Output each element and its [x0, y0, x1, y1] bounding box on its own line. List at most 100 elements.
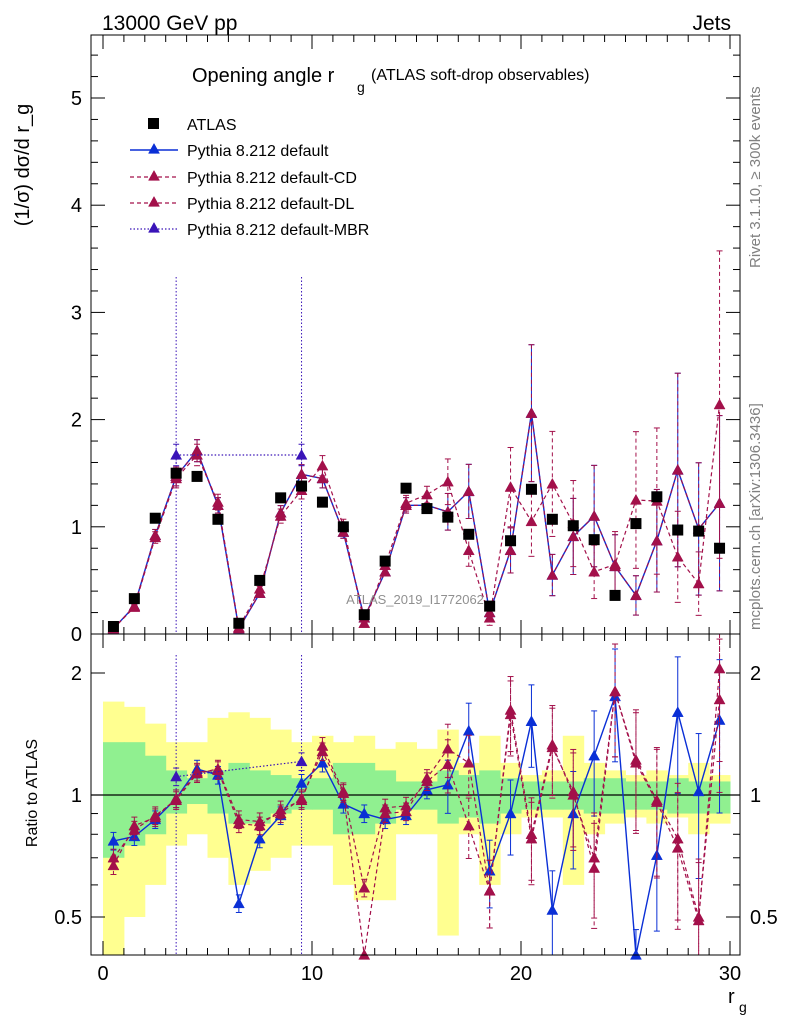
- ratio-y-tick-label-right: 0.5: [750, 907, 778, 929]
- ratio-point-0: [253, 832, 266, 844]
- atlas-data-point: [337, 521, 349, 533]
- main-line-2: [113, 413, 721, 631]
- main-point-3: [546, 477, 559, 489]
- ratio-point-2: [358, 948, 371, 960]
- main-point-2: [295, 468, 308, 479]
- main-y-tick-label: 1: [71, 517, 82, 539]
- ratio-point-0: [546, 904, 559, 915]
- main-point-3: [692, 577, 705, 589]
- main-point-3: [212, 496, 224, 507]
- ratio-band-inner: [353, 762, 376, 835]
- legend-label: Pythia 8.212 default-CD: [187, 170, 357, 187]
- atlas-data-point: [672, 524, 684, 536]
- atlas-data-point: [484, 600, 496, 612]
- ratio-y-tick-label: 0.5: [54, 907, 82, 929]
- atlas-data-point: [525, 483, 537, 495]
- atlas-data-point: [400, 482, 412, 494]
- ratio-y-axis-label: Ratio to ATLAS: [24, 739, 41, 847]
- legend: ATLAS Pythia 8.212 default Pythia 8.212 de…: [130, 117, 369, 239]
- analysis-id-label: ATLAS_2019_I1772062: [346, 592, 484, 607]
- legend-marker: [148, 195, 160, 207]
- ratio-band-inner: [312, 778, 334, 810]
- ratio-band-inner: [270, 775, 292, 814]
- ratio-point-2: [191, 767, 203, 779]
- ratio-plot-panel: 0.5 0.51 12 20 10 20 30: [54, 633, 778, 985]
- ratio-point-2: [462, 756, 475, 768]
- ratio-point-0: [671, 706, 684, 717]
- atlas-data-point: [296, 480, 308, 492]
- ratio-point-0: [358, 807, 371, 819]
- ratio-point-2: [295, 792, 308, 804]
- atlas-data-point: [651, 491, 663, 503]
- ratio-band-inner: [103, 742, 125, 858]
- x-tick-label: 0: [97, 963, 108, 985]
- plot-title-main: Opening angle r: [192, 65, 335, 87]
- ratio-y-tick-label: 2: [71, 663, 82, 685]
- atlas-data-point: [442, 511, 454, 523]
- ratio-point-2: [567, 788, 580, 800]
- ratio-point-2: [630, 753, 642, 765]
- ratio-point-0: [295, 777, 308, 788]
- main-line-3: [113, 404, 721, 630]
- main-point-2: [316, 472, 329, 484]
- ratio-point-2: [379, 807, 392, 819]
- ratio-point-2: [421, 772, 433, 783]
- main-point-3: [316, 459, 329, 471]
- legend-label: Pythia 8.212 default-MBR: [187, 222, 369, 239]
- x-axis-label-subscript: g: [739, 999, 747, 1015]
- ratio-point-2: [671, 832, 684, 844]
- x-tick-label: 30: [719, 963, 741, 985]
- main-y-axis-label: (1/σ) dσ/d r_g: [12, 104, 34, 227]
- main-point-4: [295, 448, 308, 460]
- main-point-2: [546, 569, 559, 580]
- ratio-point-0: [692, 785, 705, 797]
- main-plot-ticks: 0 1 2 3 4 5: [71, 35, 740, 646]
- atlas-data-point: [588, 534, 600, 546]
- ratio-point-0: [232, 897, 245, 909]
- ratio-point-2: [128, 823, 141, 835]
- main-point-3: [421, 488, 433, 500]
- main-point-2: [630, 589, 642, 601]
- ratio-point-2: [232, 813, 245, 825]
- legend-label: ATLAS: [187, 117, 237, 134]
- ratio-line-3: [176, 760, 302, 778]
- x-tick-label: 20: [510, 963, 532, 985]
- main-point-3: [274, 510, 287, 521]
- main-point-3: [609, 558, 621, 569]
- ratio-point-2: [441, 742, 454, 754]
- atlas-data-point: [316, 496, 328, 508]
- ratio-point-2: [692, 910, 705, 922]
- ratio-point-0: [462, 724, 475, 736]
- ratio-point-2: [253, 815, 266, 827]
- ratio-point-2: [212, 762, 224, 774]
- atlas-data-point: [421, 503, 433, 515]
- main-point-2: [462, 485, 475, 497]
- main-point-3: [525, 515, 538, 527]
- main-point-2: [504, 544, 517, 556]
- ratio-plot-ticks: 0.5 0.51 12 20 10 20 30: [54, 634, 778, 985]
- legend-label: Pythia 8.212 default: [187, 143, 329, 160]
- ratio-point-0: [316, 756, 329, 768]
- main-point-3: [149, 531, 162, 543]
- main-point-3: [128, 601, 141, 612]
- ratio-y-tick-label-right: 1: [750, 785, 761, 807]
- atlas-data-point: [693, 525, 705, 537]
- main-point-3: [462, 544, 475, 556]
- atlas-data-point: [546, 513, 558, 525]
- atlas-data-point: [505, 535, 517, 547]
- main-y-tick-label: 2: [71, 410, 82, 432]
- ratio-band-inner: [374, 770, 397, 824]
- main-point-3: [358, 617, 371, 628]
- main-point-2: [588, 510, 601, 521]
- ratio-point-2: [400, 805, 412, 817]
- atlas-data-point: [609, 589, 621, 601]
- rivet-version-label: Rivet 3.1.10, ≥ 300k events: [747, 86, 764, 268]
- legend-marker-atlas: [148, 118, 159, 129]
- atlas-data-point: [212, 513, 224, 525]
- main-y-axis-label-text: (1/σ) dσ/d r_g: [12, 104, 34, 227]
- ratio-band-inner: [479, 770, 501, 824]
- ratio-point-1: [358, 881, 371, 893]
- ratio-point-3: [170, 770, 183, 782]
- ratio-line-2: [112, 691, 721, 956]
